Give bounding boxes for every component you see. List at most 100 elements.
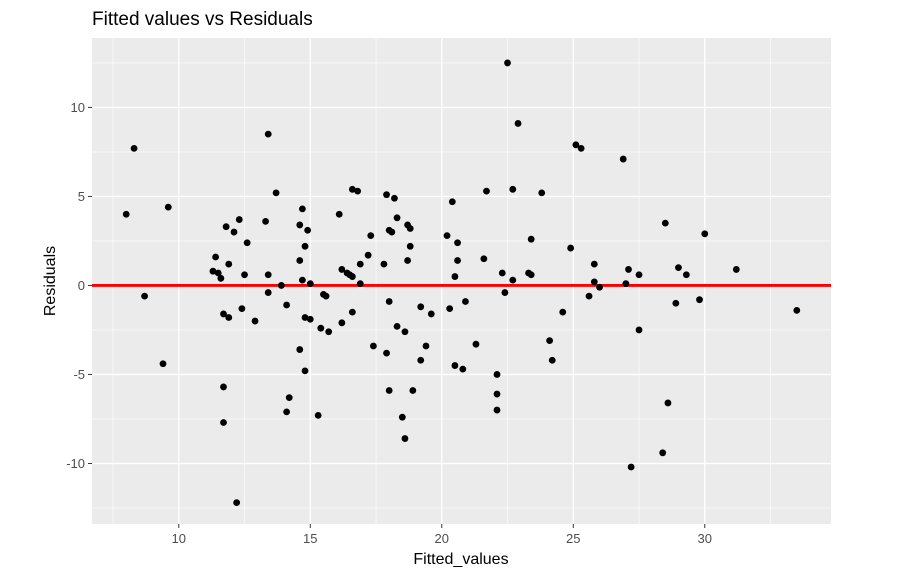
x-axis-ticks: 10 15 20 25 30 (172, 524, 712, 546)
data-point (672, 299, 680, 307)
data-point (243, 239, 251, 247)
data-point (238, 305, 246, 312)
x-tick-label: 30 (698, 531, 712, 546)
data-point (504, 59, 511, 67)
data-point (590, 260, 598, 268)
data-point (577, 144, 585, 152)
data-point (296, 257, 304, 264)
data-point (335, 210, 343, 218)
data-point (509, 276, 517, 284)
data-point (217, 274, 225, 282)
data-point (406, 225, 414, 232)
y-tick-label: 5 (78, 189, 85, 204)
data-point (348, 308, 356, 316)
data-point (241, 271, 248, 279)
data-point (283, 301, 291, 309)
data-point (391, 194, 398, 202)
data-point (348, 273, 356, 280)
data-point (230, 228, 238, 236)
data-point (417, 356, 425, 364)
y-tick-label: 10 (71, 100, 85, 115)
data-point (404, 257, 411, 264)
data-point (314, 412, 322, 419)
data-point (451, 273, 459, 280)
data-point (220, 383, 227, 391)
minor-gridlines (92, 38, 831, 524)
data-point (356, 280, 364, 288)
data-point (159, 360, 167, 368)
data-point (262, 217, 269, 225)
data-point (383, 349, 390, 357)
data-point (393, 214, 401, 222)
data-point (338, 319, 346, 327)
data-point (222, 223, 230, 231)
data-point (298, 205, 306, 213)
data-point (264, 271, 272, 279)
data-point (619, 155, 627, 163)
data-point (283, 408, 291, 416)
plot-panel (92, 38, 831, 524)
data-point (559, 308, 567, 316)
data-point (635, 326, 643, 334)
x-tick-label: 10 (172, 531, 186, 546)
data-point (348, 185, 356, 193)
data-point (406, 242, 414, 250)
data-point (380, 260, 388, 268)
data-point (793, 306, 801, 314)
data-point (622, 280, 630, 288)
data-point (483, 187, 490, 195)
data-point (301, 367, 309, 375)
data-point (493, 390, 501, 398)
data-point (527, 235, 535, 243)
data-point (296, 221, 304, 229)
data-point (306, 315, 314, 323)
data-point (448, 198, 456, 206)
data-point (590, 278, 598, 286)
data-point (427, 310, 435, 318)
data-point (264, 289, 272, 296)
data-point (209, 267, 217, 275)
data-point (317, 324, 325, 332)
data-point (451, 362, 459, 369)
data-point (446, 305, 454, 312)
data-point (225, 314, 233, 321)
data-point (514, 120, 522, 127)
data-point (301, 314, 309, 321)
data-point (596, 283, 603, 291)
data-point (298, 276, 306, 284)
data-point (454, 239, 461, 247)
data-point (264, 130, 272, 138)
data-point (356, 260, 364, 268)
data-point (251, 317, 259, 325)
data-point (661, 219, 669, 227)
data-point (401, 435, 409, 442)
data-point (627, 463, 635, 471)
data-point (388, 228, 396, 236)
data-point (472, 340, 480, 348)
data-point (385, 298, 393, 305)
data-point (322, 292, 330, 300)
data-point (546, 337, 554, 345)
data-points (122, 59, 801, 507)
data-point (635, 271, 643, 279)
data-point (493, 406, 501, 414)
data-point (401, 328, 409, 336)
y-tick-label: -5 (73, 367, 85, 382)
data-point (538, 189, 546, 197)
data-point (214, 269, 222, 277)
data-point (417, 303, 425, 311)
data-point (141, 292, 148, 300)
x-tick-label: 20 (435, 531, 449, 546)
data-point (548, 356, 556, 364)
data-point (367, 232, 375, 240)
data-point (212, 253, 220, 261)
data-point (625, 266, 632, 273)
y-tick-label: -10 (66, 456, 85, 471)
data-point (682, 271, 690, 279)
data-point (462, 298, 469, 305)
data-point (306, 280, 314, 288)
y-tick-label: 0 (78, 278, 85, 293)
data-point (364, 251, 372, 259)
